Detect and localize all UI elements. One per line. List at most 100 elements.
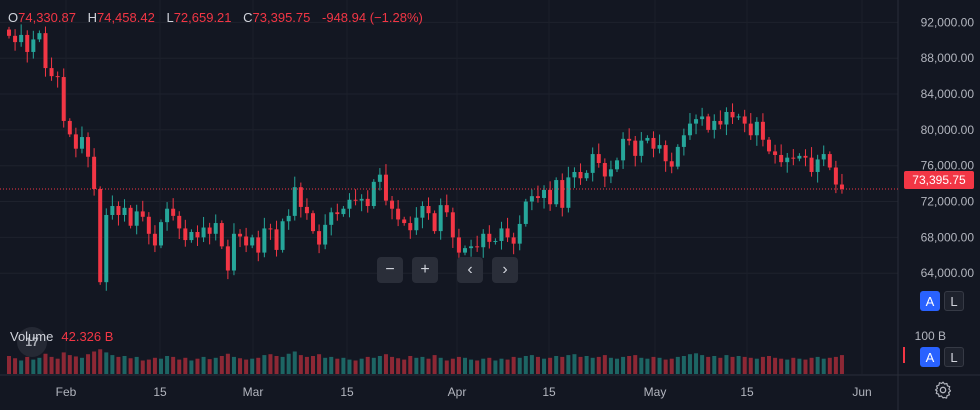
x-tick-label: 15 [542, 385, 556, 399]
volume-bar [396, 358, 401, 374]
x-tick-label: Feb [56, 385, 77, 399]
candle-body [86, 137, 91, 157]
volume-bar [469, 359, 474, 374]
volume-axis-label: 100 B [915, 329, 946, 343]
volume-log-scale-button[interactable]: L [944, 347, 964, 367]
y-tick-label: 80,000.00 [921, 123, 975, 137]
volume-bar [706, 356, 711, 374]
candle-body [195, 232, 200, 238]
high-value: 74,458.42 [96, 10, 155, 25]
volume-bar [803, 359, 808, 374]
candle-body [365, 198, 370, 207]
volume-bar [104, 352, 109, 374]
volume-bar [450, 358, 455, 374]
candle-body [578, 171, 583, 179]
candle-body [633, 140, 638, 156]
volume-bar [724, 355, 729, 374]
volume-bar [116, 356, 121, 374]
volume-bar [323, 357, 328, 374]
volume-bar [347, 359, 352, 374]
candle-body [25, 34, 30, 52]
candle-body [639, 140, 644, 156]
y-tick-label: 76,000.00 [921, 159, 975, 173]
candle-body [833, 167, 838, 185]
volume-bar [821, 358, 826, 374]
candle-body [152, 233, 157, 246]
x-tick-label: May [644, 385, 667, 399]
candle-body [31, 39, 36, 52]
volume-bar [304, 356, 309, 374]
gear-icon[interactable] [933, 380, 953, 400]
candle-body [49, 68, 54, 77]
candle-body [183, 228, 188, 241]
candle-body [432, 213, 437, 232]
log-scale-button[interactable]: L [944, 291, 964, 311]
volume-bar [767, 356, 771, 374]
candle-body [742, 116, 747, 124]
volume-bar [13, 358, 18, 374]
low-value: 72,659.21 [173, 10, 232, 25]
candle-body [499, 228, 504, 241]
volume-bar [140, 360, 145, 374]
volume-bar [432, 355, 437, 374]
zoom-in-button[interactable]: + [412, 257, 438, 283]
volume-bar [560, 356, 565, 374]
candle-body [779, 154, 784, 163]
candle-body [645, 137, 650, 141]
volume-bar [785, 359, 790, 374]
volume-auto-scale-button[interactable]: A [920, 347, 940, 367]
candle-body [317, 231, 322, 245]
volume-bar [773, 357, 778, 374]
candle-body [231, 233, 236, 271]
zoom-out-button[interactable]: − [377, 257, 403, 283]
volume-bar [292, 351, 297, 374]
volume-bar [511, 356, 516, 374]
candle-body [754, 121, 759, 136]
scroll-left-button[interactable]: ‹ [457, 257, 483, 283]
candle-body [517, 223, 522, 244]
volume-bar [73, 356, 78, 374]
candle-body [79, 137, 84, 149]
auto-scale-button[interactable]: A [920, 291, 940, 311]
candle-body [736, 116, 741, 118]
volume-bar [420, 356, 425, 374]
candle-body [304, 206, 309, 214]
candle-body [244, 236, 249, 246]
candle-body [839, 184, 844, 190]
candle-body [767, 139, 771, 152]
candle-body [268, 228, 273, 230]
candle-body [803, 155, 808, 158]
candle-body [694, 119, 699, 124]
candle-body [554, 180, 559, 205]
zoom-controls: − + [377, 257, 438, 283]
volume-bar [317, 354, 322, 374]
candle-body [700, 116, 705, 120]
candle-body [286, 215, 291, 222]
candle-body [189, 232, 194, 241]
volume-bar [55, 358, 60, 374]
candle-body [529, 196, 534, 202]
volume-bar [633, 355, 638, 374]
candle-body [815, 159, 820, 172]
volume-bar [152, 357, 157, 374]
candle-body [122, 207, 127, 215]
candle-body [675, 146, 680, 167]
candle-body [463, 248, 467, 253]
volume-bar [809, 357, 814, 374]
volume-bar [487, 357, 492, 374]
candle-body [43, 33, 48, 69]
candle-body [177, 215, 182, 229]
candle-body [627, 138, 632, 141]
volume-bar [748, 357, 753, 374]
volume-bar [353, 360, 358, 374]
candle-body [718, 120, 723, 125]
volume-bar [517, 357, 522, 374]
volume-bar [669, 358, 674, 374]
volume-bar [760, 356, 765, 374]
scroll-right-button[interactable]: › [492, 257, 518, 283]
candle-body [596, 154, 601, 164]
candle-body [475, 246, 480, 248]
candle-body [487, 233, 492, 242]
candle-body [7, 29, 11, 36]
